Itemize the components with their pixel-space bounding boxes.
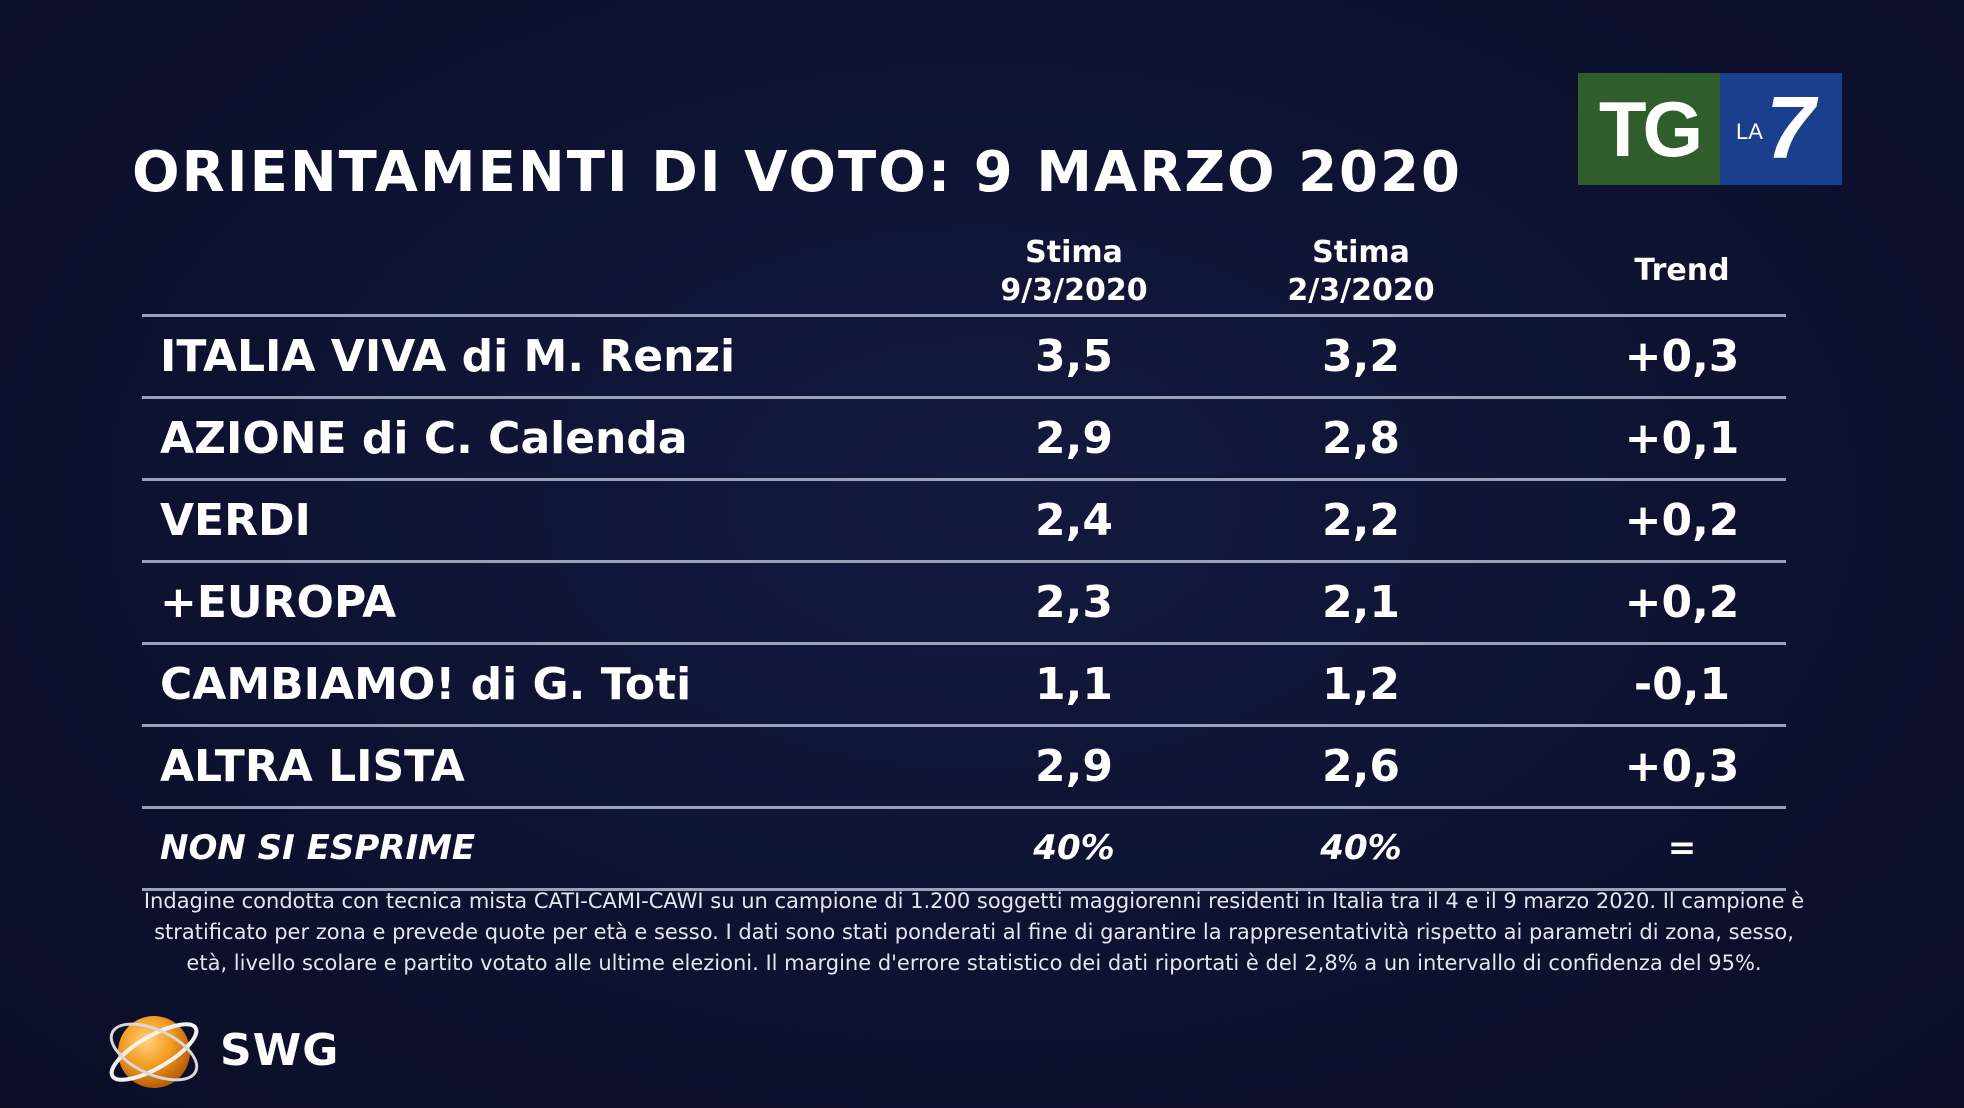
previous-value: 2,6 (1322, 741, 1400, 792)
logo-tg: TG (1578, 73, 1720, 185)
party-name: VERDI (160, 495, 311, 546)
current-value: 1,1 (1035, 659, 1113, 710)
methodology-note: Indagine condotta con tecnica mista CATI… (143, 889, 1805, 975)
party-name: ALTRA LISTA (160, 741, 465, 792)
header-label: Stima (1312, 235, 1410, 270)
table-row: AZIONE di C. Calenda 2,9 2,8 +0,1 (142, 399, 1786, 481)
previous-value: 3,2 (1322, 331, 1400, 382)
previous-value: 2,8 (1322, 413, 1400, 464)
trend-value: +0,2 (1624, 577, 1740, 628)
table-row: VERDI 2,4 2,2 +0,2 (142, 481, 1786, 563)
header-estimate-current: Stima 9/3/2020 (954, 234, 1194, 310)
current-value: 2,9 (1035, 741, 1113, 792)
previous-value: 1,2 (1322, 659, 1400, 710)
header-label: Stima (1025, 235, 1123, 270)
poll-table: Stima 9/3/2020 Stima 2/3/2020 Trend ITAL… (142, 232, 1786, 891)
previous-value: 2,1 (1322, 577, 1400, 628)
current-value: 40% (1033, 828, 1115, 868)
trend-value: +0,1 (1624, 413, 1740, 464)
party-name: ITALIA VIVA di M. Renzi (160, 331, 736, 382)
logo-la-text: LA (1736, 119, 1763, 144)
header-trend: Trend (1634, 253, 1730, 288)
current-value: 2,4 (1035, 495, 1113, 546)
tg-la7-logo: TG LA 7 (1578, 73, 1842, 185)
globe-icon (109, 1016, 199, 1088)
swg-label: SWG (220, 1024, 340, 1076)
party-name: CAMBIAMO! di G. Toti (160, 659, 692, 710)
previous-value: 2,2 (1322, 495, 1400, 546)
current-value: 3,5 (1035, 331, 1113, 382)
trend-value: +0,3 (1624, 741, 1740, 792)
party-name: NON SI ESPRIME (160, 828, 476, 868)
table-row: +EUROPA 2,3 2,1 +0,2 (142, 563, 1786, 645)
table-header: Stima 9/3/2020 Stima 2/3/2020 Trend (142, 232, 1786, 317)
current-value: 2,3 (1035, 577, 1113, 628)
trend-value: -0,1 (1633, 659, 1731, 710)
header-date: 9/3/2020 (1000, 273, 1148, 308)
trend-value: +0,2 (1624, 495, 1740, 546)
party-name: +EUROPA (160, 577, 397, 628)
previous-value: 40% (1320, 828, 1402, 868)
swg-logo: SWG (100, 1000, 339, 1100)
table-row: CAMBIAMO! di G. Toti 1,1 1,2 -0,1 (142, 645, 1786, 727)
header-date: 2/3/2020 (1287, 273, 1435, 308)
page-title: ORIENTAMENTI DI VOTO: 9 MARZO 2020 (132, 140, 1462, 205)
trend-value: = (1667, 828, 1697, 868)
table-row: ALTRA LISTA 2,9 2,6 +0,3 (142, 727, 1786, 809)
table-row: ITALIA VIVA di M. Renzi 3,5 3,2 +0,3 (142, 317, 1786, 399)
trend-value: +0,3 (1624, 331, 1740, 382)
party-name: AZIONE di C. Calenda (160, 413, 688, 464)
table-row-undecided: NON SI ESPRIME 40% 40% = (142, 809, 1786, 891)
logo-seven-text: 7 (1766, 78, 1815, 177)
header-estimate-previous: Stima 2/3/2020 (1241, 234, 1481, 310)
current-value: 2,9 (1035, 413, 1113, 464)
logo-la7: LA 7 (1720, 73, 1842, 185)
